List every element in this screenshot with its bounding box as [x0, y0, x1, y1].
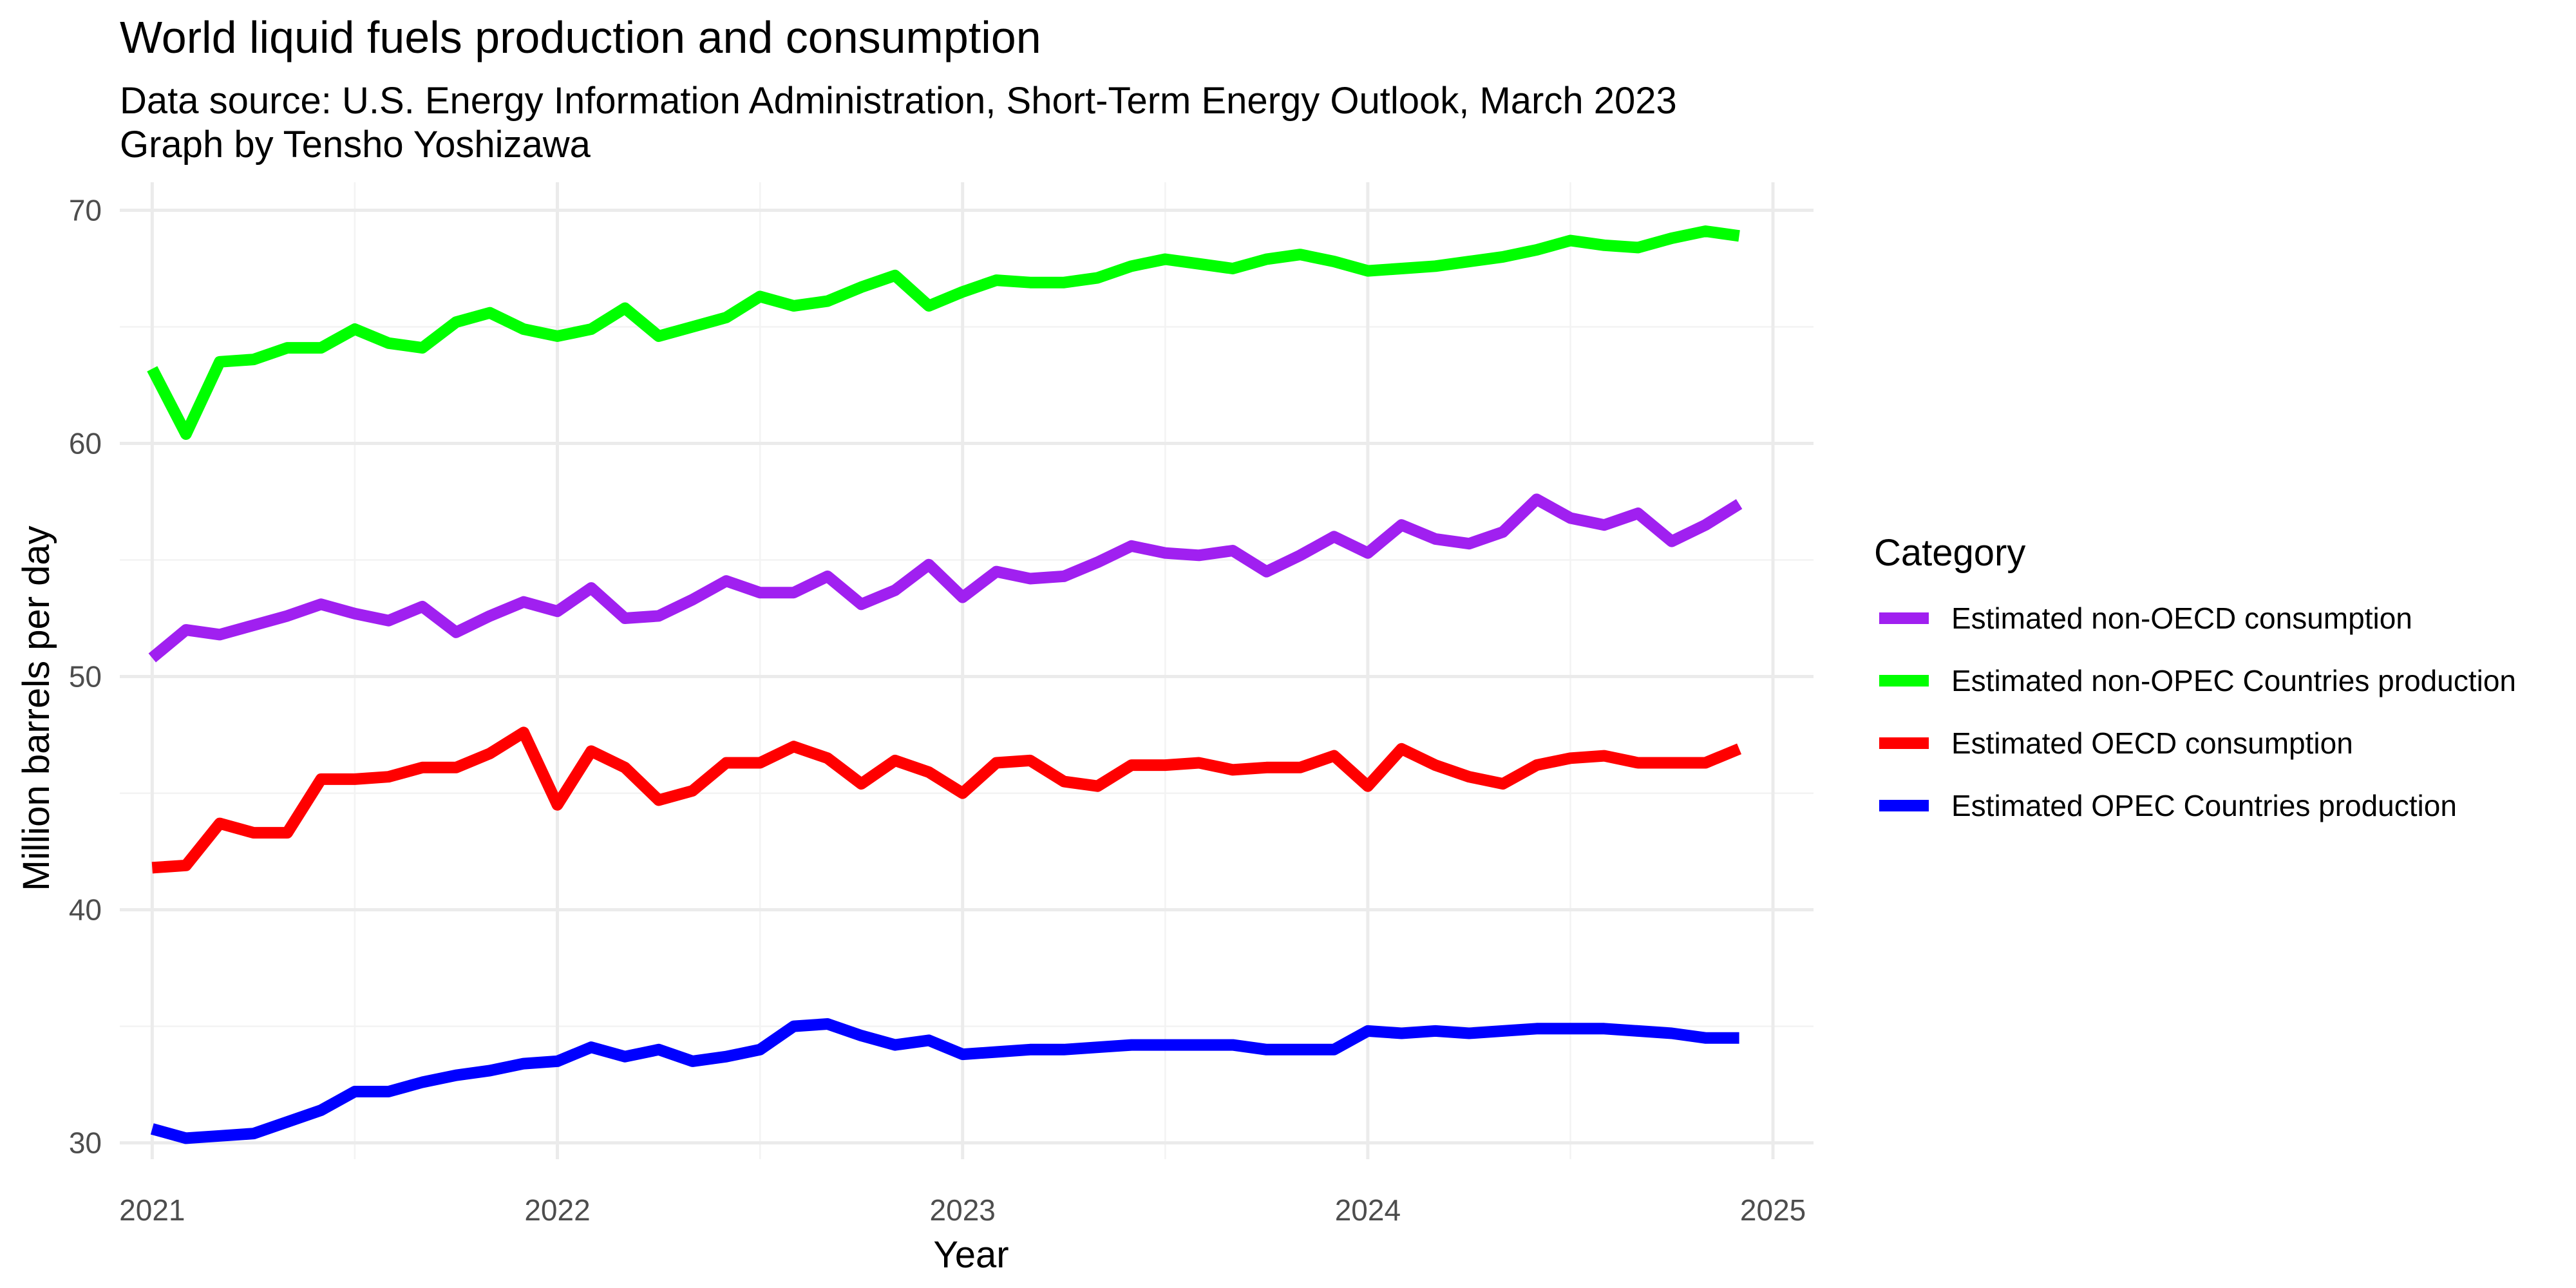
x-tick-label: 2022 — [524, 1193, 590, 1227]
legend-label: Estimated non-OPEC Countries production — [1951, 664, 2516, 697]
legend-item-estimated-oecd-consumption: Estimated OECD consumption — [1879, 726, 2353, 760]
series-line-estimated-non-opec-countries-production — [147, 225, 1740, 440]
y-axis-title: Million barrels per day — [15, 526, 57, 891]
legend-item-estimated-non-oecd-consumption: Estimated non-OECD consumption — [1879, 601, 2412, 635]
x-axis-title: Year — [933, 1234, 1009, 1276]
x-tick-label: 2025 — [1740, 1193, 1806, 1227]
y-tick-label: 40 — [69, 893, 102, 927]
legend-title: Category — [1874, 532, 2025, 574]
legend-label: Estimated non-OECD consumption — [1951, 601, 2412, 635]
chart-subtitle-credit: Graph by Tensho Yoshizawa — [120, 124, 591, 166]
legend-label: Estimated OPEC Countries production — [1951, 789, 2457, 822]
legend-items: Estimated non-OECD consumption Estimated … — [1879, 601, 2516, 822]
x-tick-label: 2023 — [930, 1193, 996, 1227]
y-tick-label: 70 — [69, 193, 102, 227]
y-tick-label: 50 — [69, 660, 102, 694]
series-line-estimated-non-oecd-consumption — [148, 493, 1743, 663]
chart-title: World liquid fuels production and consum… — [120, 12, 1041, 62]
x-tick-label: 2021 — [119, 1193, 185, 1227]
series-line-estimated-opec-countries-production — [150, 1018, 1739, 1144]
axis-ticks: 2021 2022 2023 2024 2025 30 40 50 60 70 — [69, 193, 1806, 1227]
y-tick-label: 30 — [69, 1126, 102, 1160]
legend-item-estimated-non-opec-countries-production: Estimated non-OPEC Countries production — [1879, 664, 2516, 697]
legend: Category Estimated non-OECD consumptionE… — [1874, 532, 2516, 822]
series-line-estimated-oecd-consumption — [151, 726, 1742, 874]
plot-series — [147, 225, 1743, 1144]
x-tick-label: 2024 — [1335, 1193, 1401, 1227]
y-tick-label: 60 — [69, 426, 102, 460]
legend-item-estimated-opec-countries-production: Estimated OPEC Countries production — [1879, 789, 2457, 822]
legend-label: Estimated OECD consumption — [1951, 726, 2353, 760]
chart-subtitle-source: Data source: U.S. Energy Information Adm… — [120, 80, 1677, 122]
grid — [120, 182, 1814, 1159]
